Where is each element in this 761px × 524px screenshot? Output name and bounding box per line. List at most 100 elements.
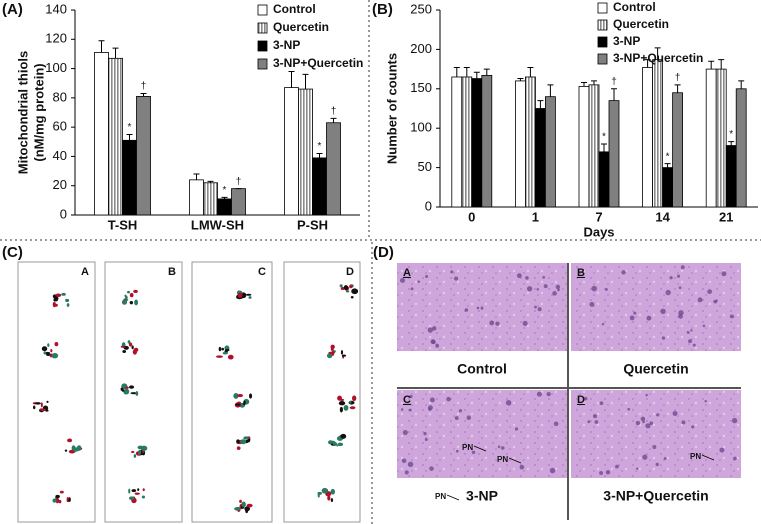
paw-print [141,495,146,499]
error-bar [738,80,745,89]
paw-print [243,436,249,440]
paw-print [235,403,241,406]
y-tick-label: 50 [418,159,432,174]
image-caption: Control [457,361,507,377]
annotation-arrow [508,457,522,464]
bar [108,57,123,216]
nucleus [454,416,459,421]
paw-print [135,391,139,396]
nucleus [423,432,427,436]
panel-label: (B) [372,1,393,18]
nucleus [587,420,591,424]
paw-print [317,491,322,495]
paw-print [126,290,131,294]
paw-print [123,345,129,350]
paw-print [337,442,344,447]
bar [705,68,717,208]
paw-print [128,385,135,389]
paw-print [326,353,333,359]
legend-label: 3-NP [273,38,300,52]
bar [481,75,493,208]
nucleus [713,299,718,304]
annotation-arrow [446,494,460,501]
nucleus [681,420,686,425]
paw-print [67,438,73,443]
paw-print [239,499,242,503]
image-caption: 3-NP [466,488,498,504]
nucleus [669,276,673,280]
error-bar [591,80,597,85]
nucleus [594,420,599,424]
nucleus [733,456,737,461]
legend-label: 3-NP+Quercetin [273,56,363,70]
nucleus [702,324,706,328]
nucleus [427,327,433,333]
x-tick-label: 1 [532,209,539,224]
error-bar [288,71,295,88]
paw-print [328,440,333,445]
paw-print [338,400,346,406]
nucleus [497,445,501,449]
bar [94,52,109,216]
nucleus [534,305,537,309]
x-tick-label: 14 [655,209,670,224]
nucleus [704,399,707,403]
paw-print [246,503,253,508]
nucleus [680,265,685,270]
nucleus [536,391,542,397]
nucleus [402,430,408,436]
micrograph [571,263,741,351]
paw-print [132,349,138,355]
paw-print [121,389,125,392]
nucleus [719,447,725,453]
nucleus [645,423,651,429]
bar [326,122,341,216]
nucleus [471,450,476,455]
significance-marker: * [729,129,733,140]
error-bar [581,81,587,87]
nucleus [446,396,451,402]
nucleus [516,273,522,279]
nucleus [649,421,654,426]
bar [471,78,483,208]
y-tick-label: 40 [53,148,67,163]
nucleus [455,449,459,453]
paw-print [227,354,234,360]
nucleus [635,420,641,426]
nucleus [707,289,713,295]
nucleus [408,408,412,412]
nucleus [400,408,404,411]
nucleus [731,417,738,424]
nucleus [549,467,556,474]
paw-print [330,498,334,503]
paw-print [241,501,246,508]
micrograph [397,390,567,478]
significance-marker: * [223,185,227,196]
paw-print [129,496,135,500]
paw-print [340,286,345,290]
nucleus [410,287,414,291]
nucleus [690,329,693,332]
y-tick-label: 250 [410,1,432,16]
nucleus [409,394,413,399]
paw-print [120,345,125,348]
paw-print [43,351,47,355]
paw-print [55,293,62,297]
nucleus [555,284,561,290]
nucleus [691,425,695,429]
nucleus [688,339,693,344]
paw-print [125,386,129,389]
paw-print [339,398,345,401]
nucleus [542,275,546,279]
strip-letter: C [258,266,266,278]
nucleus [721,271,727,277]
nucleus [615,464,619,469]
error-bar [473,71,480,79]
paw-print [40,402,43,408]
nucleus [505,399,512,406]
paw-print [137,488,140,491]
paw-print [142,488,145,492]
strip [104,261,183,523]
nucleus [665,289,671,296]
paw-print [34,402,41,405]
